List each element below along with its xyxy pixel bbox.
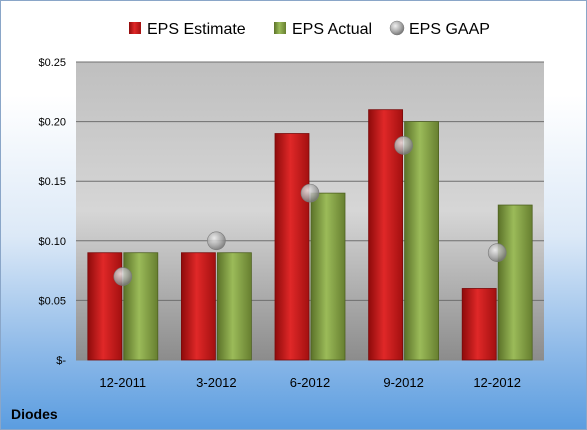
eps-gaap-marker xyxy=(487,243,507,263)
legend-swatch xyxy=(389,20,405,36)
legend: EPS Estimate EPS Actual EPS GAAP xyxy=(129,20,490,38)
eps-actual-bar xyxy=(123,252,159,361)
y-tick-label: $0.20 xyxy=(38,117,66,129)
x-axis: 12-2011 3-2012 6-2012 9-2012 12-2012 xyxy=(99,375,521,390)
eps-actual-bar xyxy=(310,192,346,361)
eps-actual-bar xyxy=(404,121,440,361)
legend-label: EPS GAAP xyxy=(409,21,490,38)
y-tick-label: $0.10 xyxy=(38,236,66,248)
legend-label: EPS Estimate xyxy=(147,21,246,38)
y-tick-label: $0.15 xyxy=(38,176,66,188)
eps-gaap-marker xyxy=(300,183,320,203)
eps-estimate-bar xyxy=(461,288,497,361)
legend-swatch xyxy=(274,22,286,34)
eps-gaap-marker xyxy=(113,267,133,286)
x-tick-label: 9-2012 xyxy=(383,375,423,390)
eps-actual-bar xyxy=(497,204,533,361)
eps-estimate-bar xyxy=(87,252,123,361)
eps-gaap-marker xyxy=(207,231,226,251)
y-tick-label: $0.05 xyxy=(38,295,66,307)
legend-label: EPS Actual xyxy=(292,21,372,38)
y-tick-label: $0.25 xyxy=(38,57,66,69)
x-tick-label: 6-2012 xyxy=(290,375,330,390)
x-tick-label: 12-2011 xyxy=(99,375,146,390)
legend-swatch xyxy=(129,22,141,34)
eps-actual-bar xyxy=(216,252,252,361)
company-name: Diodes xyxy=(11,406,58,422)
x-tick-label: 3-2012 xyxy=(196,375,236,390)
eps-estimate-bar xyxy=(274,133,310,361)
x-tick-label: 12-2012 xyxy=(473,375,521,390)
y-axis: $- $0.05 $0.10 $0.15 $0.20 $0.25 xyxy=(38,57,66,367)
y-tick-label: $- xyxy=(56,355,66,367)
eps-estimate-bar xyxy=(180,252,216,361)
eps-gaap-marker xyxy=(394,136,413,155)
bars xyxy=(87,109,533,361)
